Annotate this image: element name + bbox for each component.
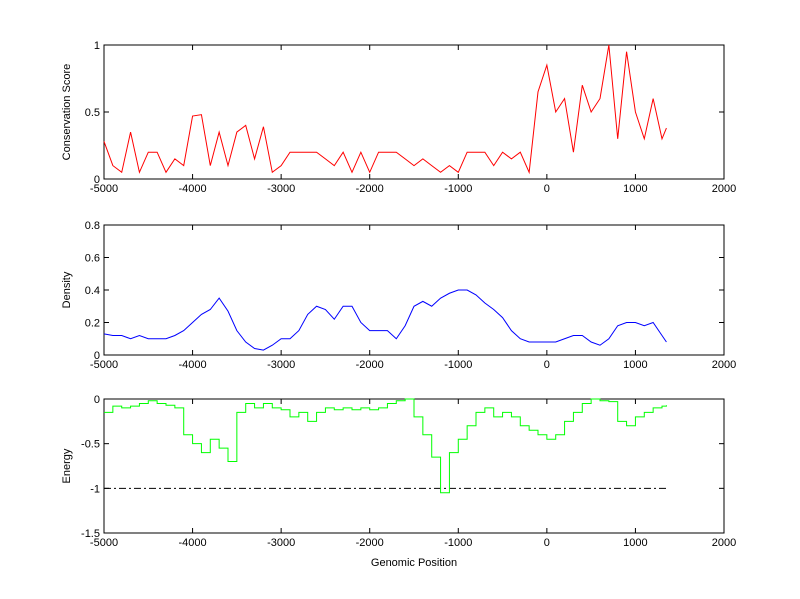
x-tick-label: 0 [544,359,550,371]
x-tick-label: 1000 [623,183,647,195]
x-tick-label: -3000 [267,537,295,549]
x-axis-label: Genomic Position [371,557,457,569]
y-tick-label: 0.6 [85,253,100,265]
x-tick-label: -4000 [179,183,207,195]
x-tick-label: -2000 [356,537,384,549]
axes-box [103,224,725,356]
axes-box [103,398,725,534]
data-line [104,398,667,494]
data-line [103,289,667,351]
x-tick-label: 0 [544,537,550,549]
y-tick-label: -1.5 [81,528,100,540]
subplot: -5000 -4000 -3000 -2000 -1000 0 1000 2000 0 0.2 0.… [61,220,736,371]
y-axis-label: Conservation Score [61,64,73,161]
y-tick-label: 0 [94,350,100,362]
y-tick-label: 0 [94,394,100,406]
x-tick-label: -3000 [267,359,295,371]
x-tick-label: -2000 [356,359,384,371]
y-tick-label: -1 [90,483,100,495]
x-tick-label: -5000 [90,537,118,549]
x-tick-label: 2000 [712,183,736,195]
y-axis-label: Energy [61,448,73,483]
x-tick-label: 2000 [712,359,736,371]
subplot: -5000 -4000 -3000 -2000 -1000 0 1000 2000 0 0.5 1 C… [61,40,736,195]
x-tick-label: 2000 [712,537,736,549]
y-tick-label: 0.2 [85,318,100,330]
y-tick-label: 0.8 [85,220,100,232]
y-tick-label: 0.4 [85,285,100,297]
x-tick-label: -5000 [90,359,118,371]
y-axis-label: Density [61,271,73,308]
y-tick-label: 0 [94,174,100,186]
data-line [103,44,667,175]
x-tick-label: -4000 [179,359,207,371]
x-tick-label: 1000 [623,537,647,549]
y-tick-label: 0.5 [85,107,100,119]
x-tick-label: -1000 [444,183,472,195]
x-tick-label: 0 [544,183,550,195]
x-tick-label: -2000 [356,183,384,195]
x-tick-label: 1000 [623,359,647,371]
y-tick-label: -0.5 [81,439,100,451]
subplot: -5000 -4000 -3000 -2000 -1000 0 1000 2000 -1.5 -1… [61,394,736,569]
x-tick-label: -1000 [444,537,472,549]
axes-box [103,44,725,180]
x-tick-label: -1000 [444,359,472,371]
x-tick-label: -5000 [90,183,118,195]
x-tick-label: -3000 [267,183,295,195]
x-tick-label: -4000 [179,537,207,549]
y-tick-label: 1 [94,40,100,52]
